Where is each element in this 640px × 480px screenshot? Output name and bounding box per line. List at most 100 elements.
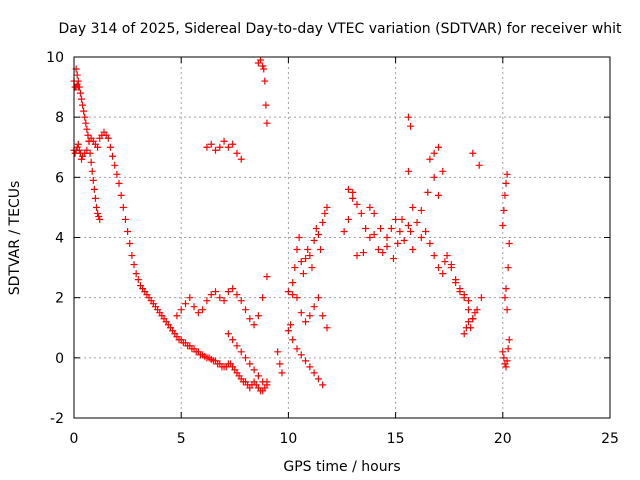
- data-point: [417, 206, 425, 214]
- data-point: [199, 306, 207, 314]
- data-point: [464, 297, 472, 305]
- data-point: [95, 212, 103, 220]
- data-point: [469, 149, 477, 157]
- data-point: [310, 369, 318, 377]
- data-point: [111, 161, 119, 169]
- data-point: [104, 134, 112, 142]
- data-point: [190, 303, 198, 311]
- data-point: [259, 294, 267, 302]
- data-point: [259, 62, 267, 70]
- data-point: [439, 167, 447, 175]
- data-point: [287, 321, 295, 329]
- data-points: [70, 56, 513, 395]
- data-point: [173, 312, 181, 320]
- data-point: [74, 83, 82, 91]
- data-point: [504, 345, 512, 353]
- data-point: [82, 119, 90, 127]
- data-point: [499, 221, 507, 229]
- data-point: [340, 227, 348, 235]
- data-point: [94, 143, 102, 151]
- data-point: [434, 191, 442, 199]
- data-point: [289, 291, 297, 299]
- data-point: [117, 191, 125, 199]
- data-point: [284, 327, 292, 335]
- data-point: [113, 170, 121, 178]
- data-point: [130, 261, 138, 269]
- data-point: [306, 363, 314, 371]
- data-point: [443, 252, 451, 260]
- data-point: [259, 378, 267, 386]
- data-point: [207, 140, 215, 148]
- data-point: [409, 203, 417, 211]
- data-point: [422, 227, 430, 235]
- data-point: [317, 246, 325, 254]
- data-point: [246, 315, 254, 323]
- data-point: [242, 354, 250, 362]
- data-point: [502, 285, 510, 293]
- data-point: [91, 194, 99, 202]
- y-axis: -2 0 2 4 6 8 10: [46, 50, 610, 427]
- data-point: [426, 240, 434, 248]
- data-point: [293, 345, 301, 353]
- data-point: [87, 158, 95, 166]
- x-tick-label: 15: [387, 431, 405, 447]
- data-point: [503, 170, 511, 178]
- data-point: [502, 363, 510, 371]
- data-point: [84, 131, 92, 139]
- data-point: [359, 249, 367, 257]
- data-point: [93, 203, 101, 211]
- data-point: [306, 312, 314, 320]
- data-point: [366, 203, 374, 211]
- data-point: [89, 176, 97, 184]
- data-point: [475, 161, 483, 169]
- data-point: [291, 264, 299, 272]
- data-point: [177, 306, 185, 314]
- data-point: [81, 113, 89, 121]
- data-point: [295, 234, 303, 241]
- data-point: [321, 209, 329, 217]
- x-tick-label: 5: [177, 431, 186, 447]
- data-point: [119, 203, 127, 211]
- data-point: [400, 237, 408, 245]
- data-point: [207, 291, 215, 299]
- data-point: [246, 360, 254, 368]
- y-tick-label: 10: [46, 50, 64, 66]
- data-point: [323, 203, 331, 211]
- y-axis-label: SDTVAR / TECUs: [7, 181, 23, 296]
- data-point: [503, 306, 511, 314]
- data-point: [404, 113, 412, 121]
- data-point: [505, 240, 513, 248]
- data-point: [505, 336, 513, 344]
- data-point: [289, 336, 297, 344]
- data-point: [203, 143, 211, 151]
- data-point: [74, 140, 82, 148]
- data-point: [229, 285, 237, 293]
- data-point: [233, 149, 241, 157]
- data-point: [383, 234, 391, 241]
- data-point: [426, 155, 434, 163]
- data-point: [263, 273, 271, 281]
- data-point: [362, 224, 370, 232]
- data-point: [379, 249, 387, 257]
- data-point: [233, 342, 241, 350]
- data-point: [78, 95, 86, 103]
- data-point: [90, 185, 98, 193]
- data-point: [387, 224, 395, 232]
- data-point: [299, 270, 307, 278]
- data-point: [263, 381, 271, 389]
- data-point: [302, 357, 310, 365]
- data-point: [447, 264, 455, 272]
- data-point: [502, 179, 510, 187]
- data-point: [441, 258, 449, 266]
- data-point: [132, 270, 140, 278]
- data-point: [407, 227, 415, 235]
- data-point: [500, 354, 508, 362]
- data-point: [366, 234, 374, 241]
- data-point: [94, 209, 102, 217]
- data-point: [83, 125, 91, 133]
- data-point: [88, 167, 96, 175]
- data-point: [413, 218, 421, 226]
- y-tick-label: 6: [55, 170, 64, 186]
- data-point: [319, 218, 327, 226]
- data-point: [319, 381, 327, 389]
